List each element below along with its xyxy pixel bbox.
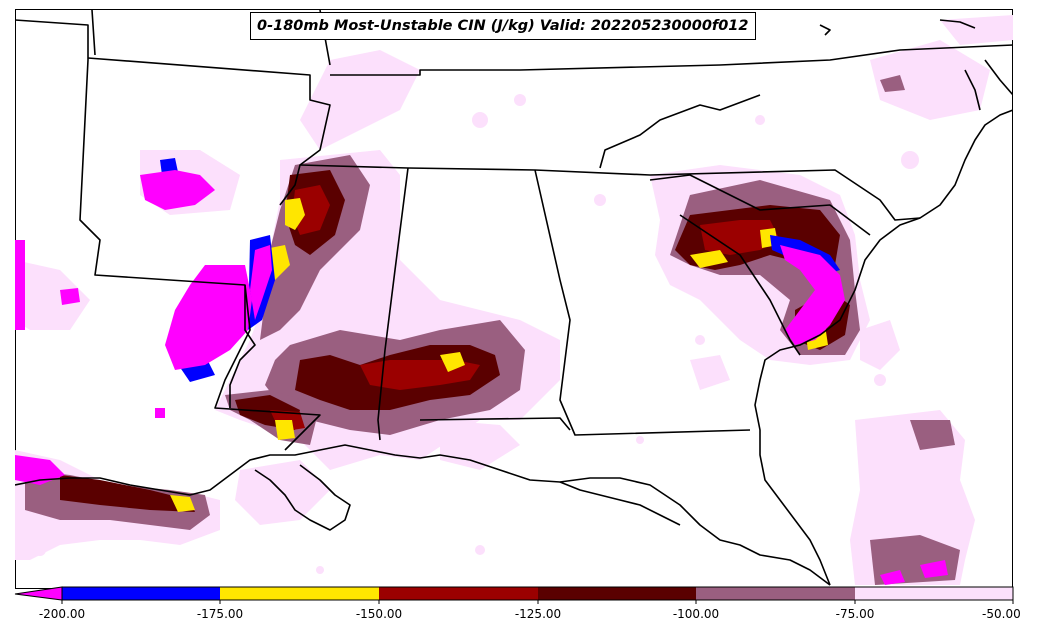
colorbar <box>14 586 1014 604</box>
colorbar-bin-5 <box>696 587 855 600</box>
cin-band-magenta <box>15 170 948 585</box>
border-ms-al <box>377 167 409 441</box>
colorbar-tick-label: -175.00 <box>196 607 244 621</box>
colorbar-bin-1 <box>62 587 220 600</box>
colorbar-bin-2 <box>220 587 379 600</box>
great-lakes-edge <box>819 19 976 36</box>
chesapeake-coast <box>964 59 1013 111</box>
colorbar-tick-label: -150.00 <box>355 607 403 621</box>
border-ky-va <box>599 94 761 169</box>
florida-panhandle-coast <box>559 481 681 526</box>
border-nc-sc <box>649 174 871 236</box>
border-ga-sc <box>679 214 801 356</box>
colorbar-bin-4 <box>538 587 696 600</box>
colorbar-tick-label: -125.00 <box>514 607 562 621</box>
gulf-coastline <box>15 444 831 586</box>
cin-shading <box>15 15 1013 585</box>
colorbar-bin-6 <box>855 587 1013 600</box>
cin-scatter-cells <box>34 94 936 574</box>
mississippi-delta <box>254 464 351 531</box>
colorbar-tick-label: -100.00 <box>672 607 720 621</box>
colorbar-extend-min <box>14 586 63 601</box>
border-ky-tn <box>299 164 921 221</box>
border-west <box>15 19 321 451</box>
colorbar-tick-label: -75.00 <box>835 607 875 621</box>
atlantic-coastline <box>754 109 1013 586</box>
border-al-ga <box>534 169 751 436</box>
border-la-ms <box>229 285 256 408</box>
colorbar-bin-3 <box>379 587 538 600</box>
border-mo-ar <box>87 57 331 206</box>
colorbar-tick-label: -50.00 <box>982 607 1021 621</box>
border-al-fl <box>419 417 571 431</box>
colorbar-tick-label: -200.00 <box>38 607 86 621</box>
colorbar-ticks <box>61 600 1014 604</box>
map-title: 0-180mb Most-Unstable CIN (J/kg) Valid: … <box>250 12 756 40</box>
